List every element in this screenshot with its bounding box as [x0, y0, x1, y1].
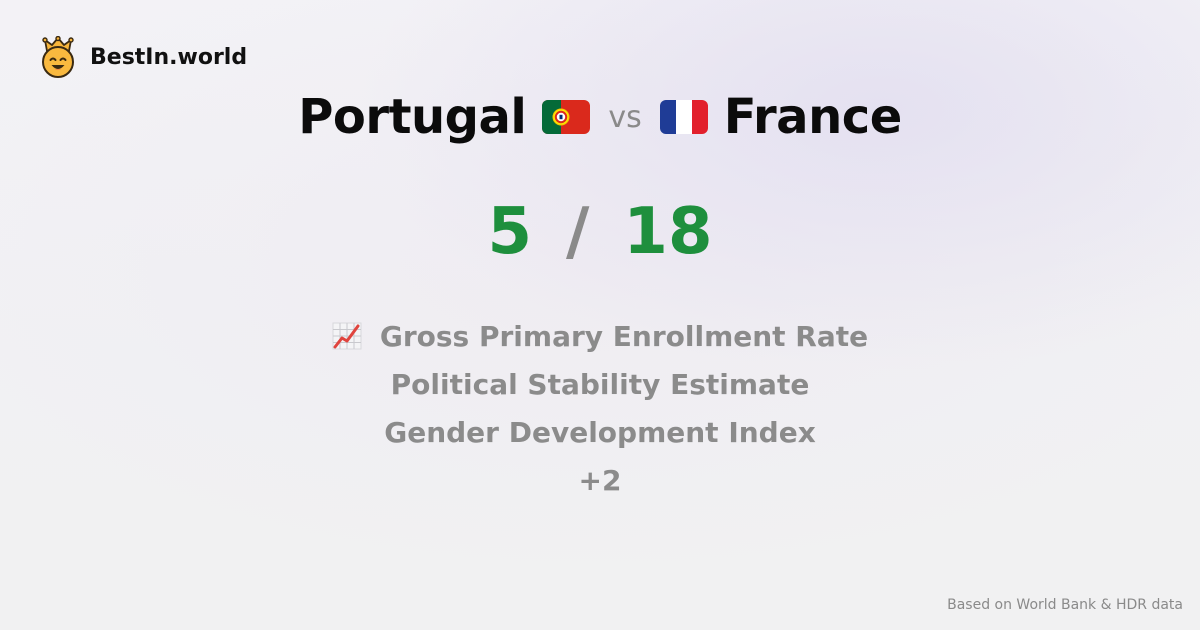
category-item: Political Stability Estimate [0, 360, 1200, 408]
category-item: Gender Development Index [0, 408, 1200, 456]
vs-label: vs [608, 100, 641, 135]
data-source-note: Based on World Bank & HDR data [947, 597, 1183, 613]
comparison-title: Portugal vs France [0, 86, 1200, 148]
category-label: Political Stability Estimate [391, 368, 810, 401]
category-item: Gross Primary Enrollment Rate [0, 312, 1200, 360]
score: 5 / 18 [0, 192, 1200, 272]
right-country-name: France [724, 89, 902, 145]
left-country-name: Portugal [298, 89, 526, 145]
brand[interactable]: BestIn.world [40, 36, 247, 78]
crown-smiley-icon [40, 36, 76, 78]
chart-increasing-icon [332, 321, 362, 351]
more-categories-label: +2 [579, 464, 622, 497]
category-list: Gross Primary Enrollment Rate Political … [0, 312, 1200, 504]
right-score: 18 [623, 195, 712, 269]
more-categories-count: +2 [0, 456, 1200, 504]
score-separator: / [566, 195, 589, 269]
france-flag-icon [660, 100, 708, 134]
portugal-flag-icon [542, 100, 590, 134]
left-score: 5 [488, 195, 533, 269]
category-label: Gross Primary Enrollment Rate [380, 320, 868, 353]
brand-name: BestIn.world [90, 45, 247, 70]
category-label: Gender Development Index [384, 416, 816, 449]
